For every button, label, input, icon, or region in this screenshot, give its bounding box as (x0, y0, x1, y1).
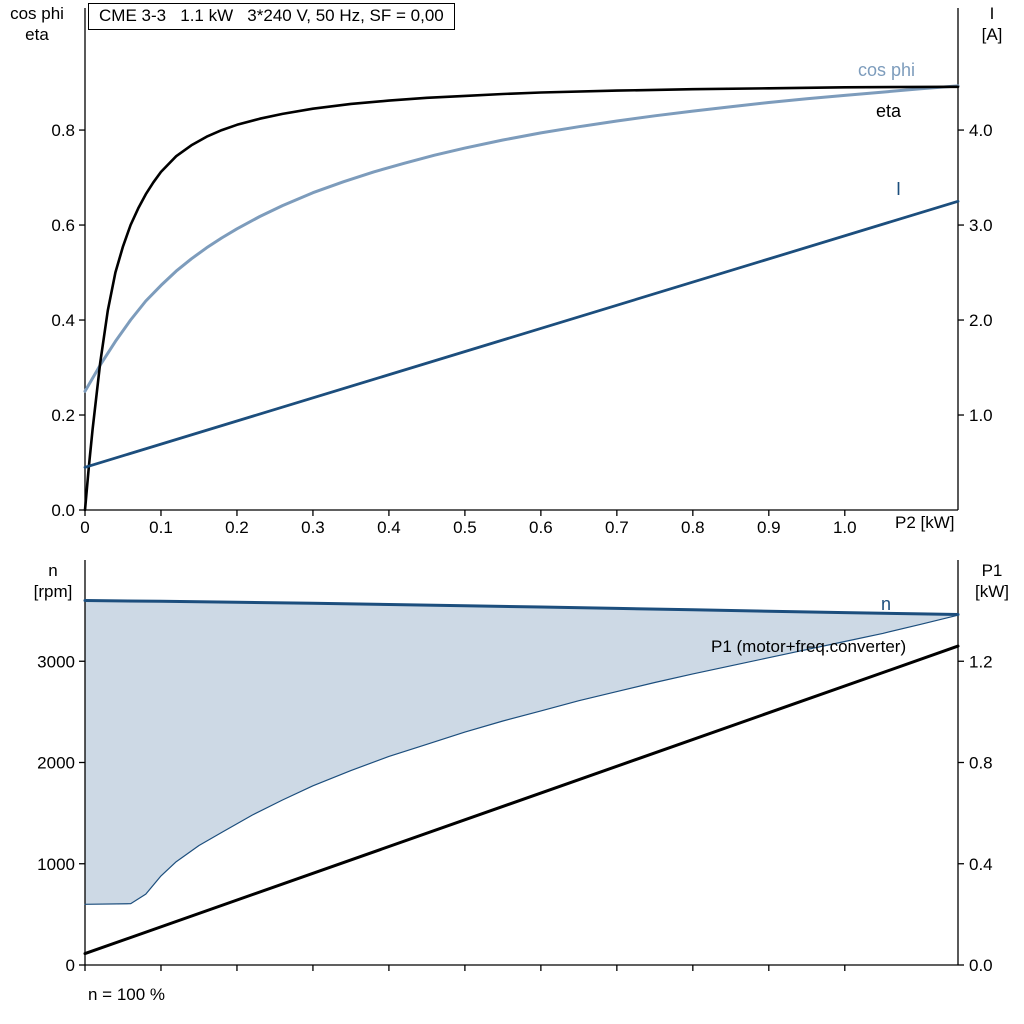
x-axis-unit-label: P2 [kW] (895, 513, 955, 532)
tick-label: 0.2 (51, 406, 75, 425)
series-i (83, 199, 960, 469)
tick-label: 2.0 (969, 311, 993, 330)
current-curve-label: I (896, 179, 902, 199)
tick-label: 0.6 (529, 518, 553, 537)
eta-curve-label: eta (876, 101, 902, 121)
tick-label: 0.0 (51, 501, 75, 520)
bottom-right-axis-title-line1: P1 (981, 561, 1003, 580)
tick-label: 2000 (37, 754, 75, 773)
bottom-left-axis-title-line2: [rpm] (33, 582, 73, 601)
speed-setting-note: n = 100 % (88, 985, 166, 1004)
top-left-axis-title: cos phi eta (4, 3, 70, 45)
tick-label: 0.4 (51, 311, 75, 330)
plot-area-0: 0 0.1 0.2 0.3 0.4 0.5 0.6 0.7 0.8 0.9 1.0 0.0 0.2 0.4… (51, 8, 993, 537)
tick-label: 0.7 (605, 518, 629, 537)
tick-label: 4.0 (969, 121, 993, 140)
tick-label: 0.4 (969, 855, 993, 874)
tick-label: 0.9 (757, 518, 781, 537)
tick-label: 1.0 (833, 518, 857, 537)
tick-label: 0.6 (51, 216, 75, 235)
tick-label: 0.1 (149, 518, 173, 537)
speed-control-range-fill (85, 600, 958, 905)
series-n-lower-bound-speed-control-range (84, 614, 959, 905)
tick-label: 1.2 (969, 652, 993, 671)
top-right-axis-title-line1: I (989, 4, 995, 23)
series-n (83, 599, 960, 616)
chart-title-box: CME 3-3 1.1 kW 3*240 V, 50 Hz, SF = 0,00 (88, 3, 455, 30)
tick-label: 3000 (37, 652, 75, 671)
tick-label: 0.8 (51, 121, 75, 140)
top-right-axis-title: I [A] (959, 3, 1024, 45)
cos-phi-curve-label: cos phi (858, 60, 916, 80)
tick-label: 0.0 (969, 956, 993, 975)
tick-label: 1.0 (969, 406, 993, 425)
bottom-left-axis-title-line1: n (48, 561, 58, 580)
p1-curve-label: P1 (motor+freq.converter) (711, 637, 907, 656)
plot-area-1: 0 1000 2000 3000 0.0 0.4 0.8 1.2 (37, 560, 993, 975)
bottom-right-axis-title-line2: [kW] (975, 582, 1009, 601)
tick-label: 0.5 (453, 518, 477, 537)
bottom-left-axis-title: n [rpm] (20, 560, 86, 602)
tick-label: 0.8 (681, 518, 705, 537)
tick-label: 0 (66, 956, 75, 975)
series-eta (83, 85, 960, 512)
top-left-axis-title-line2: eta (25, 25, 49, 44)
tick-label: 3.0 (969, 216, 993, 235)
top-left-axis-title-line1: cos phi (10, 4, 64, 23)
series-p1-motor-freq-converter (83, 644, 960, 956)
tick-label: 0 (80, 518, 89, 537)
bottom-right-axis-title: P1 [kW] (959, 560, 1024, 602)
tick-label: 0.3 (301, 518, 325, 537)
tick-label: 1000 (37, 855, 75, 874)
speed-curve-label: n (881, 594, 892, 614)
tick-label: 0.4 (377, 518, 401, 537)
top-right-axis-title-line2: [A] (981, 25, 1003, 44)
tick-label: 0.8 (969, 754, 993, 773)
tick-label: 0.2 (225, 518, 249, 537)
series-cos-phi (83, 84, 960, 393)
